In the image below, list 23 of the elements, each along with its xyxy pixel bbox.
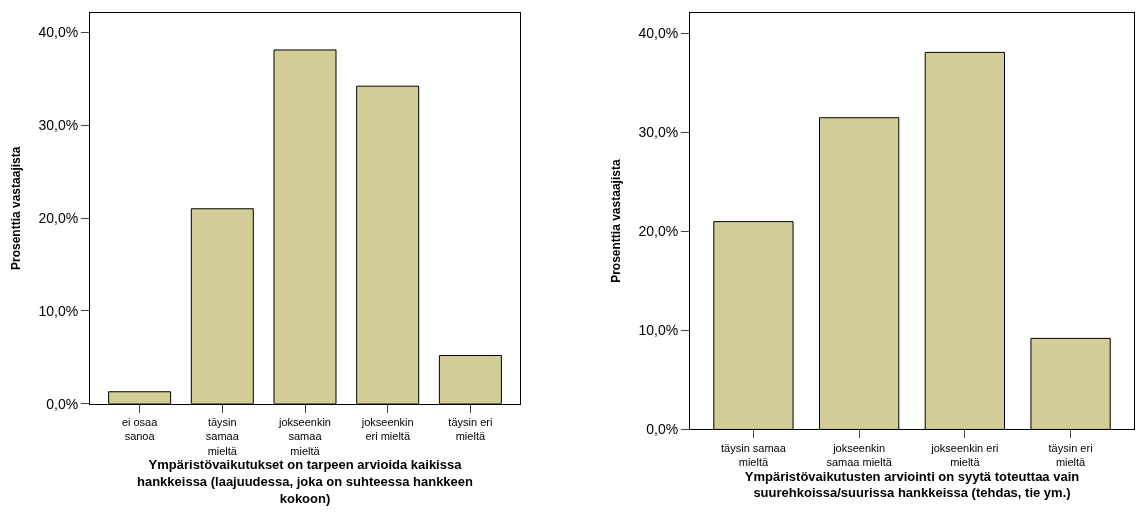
- x-tick-label: täysin eri mieltä: [448, 416, 493, 443]
- y-axis-title: Prosenttia vastaajista: [608, 159, 623, 283]
- x-tick-label: ei osaa sanoa: [121, 416, 159, 443]
- y-tick-label: 30,0%: [638, 124, 679, 141]
- y-tick-label: 0,0%: [646, 421, 679, 438]
- y-tick-label: 40,0%: [638, 25, 679, 42]
- x-tick-label: jokseenkin eri mieltä: [930, 441, 999, 468]
- y-tick-label: 0,0%: [46, 395, 79, 412]
- x-axis-title: Ympäristövaikutusten arviointi on syytä toteuttaa vain suurehkoissa/suurissa hankkeissa (tehdas, tie ym.): [744, 468, 1080, 501]
- y-tick-label: 20,0%: [638, 223, 679, 240]
- x-tick-label: täysin samaa mieltä: [721, 441, 787, 468]
- y-tick-label: 20,0%: [38, 209, 79, 226]
- x-tick-label: täysin eri mieltä: [1048, 441, 1093, 468]
- x-axis-title: Ympäristövaikutukset on tarpeen arvioida kaikissa hankkeissa (laajuudessa, joka on suhteessa hankkeen kokoon): [137, 457, 474, 507]
- y-tick-label: 10,0%: [638, 322, 679, 339]
- y-tick-label: 30,0%: [38, 117, 79, 134]
- x-tick-label: täysin samaa mieltä: [205, 416, 240, 457]
- x-tick-label: jokseenkin samaa mieltä: [278, 416, 331, 457]
- y-tick-label: 10,0%: [38, 302, 79, 319]
- y-axis-title: Prosenttia vastaajista: [8, 146, 23, 271]
- y-tick-label: 40,0%: [38, 24, 79, 41]
- x-tick-label: jokseenkin eri mieltä: [360, 416, 414, 443]
- x-tick-label: jokseenkin samaa mieltä: [826, 441, 893, 468]
